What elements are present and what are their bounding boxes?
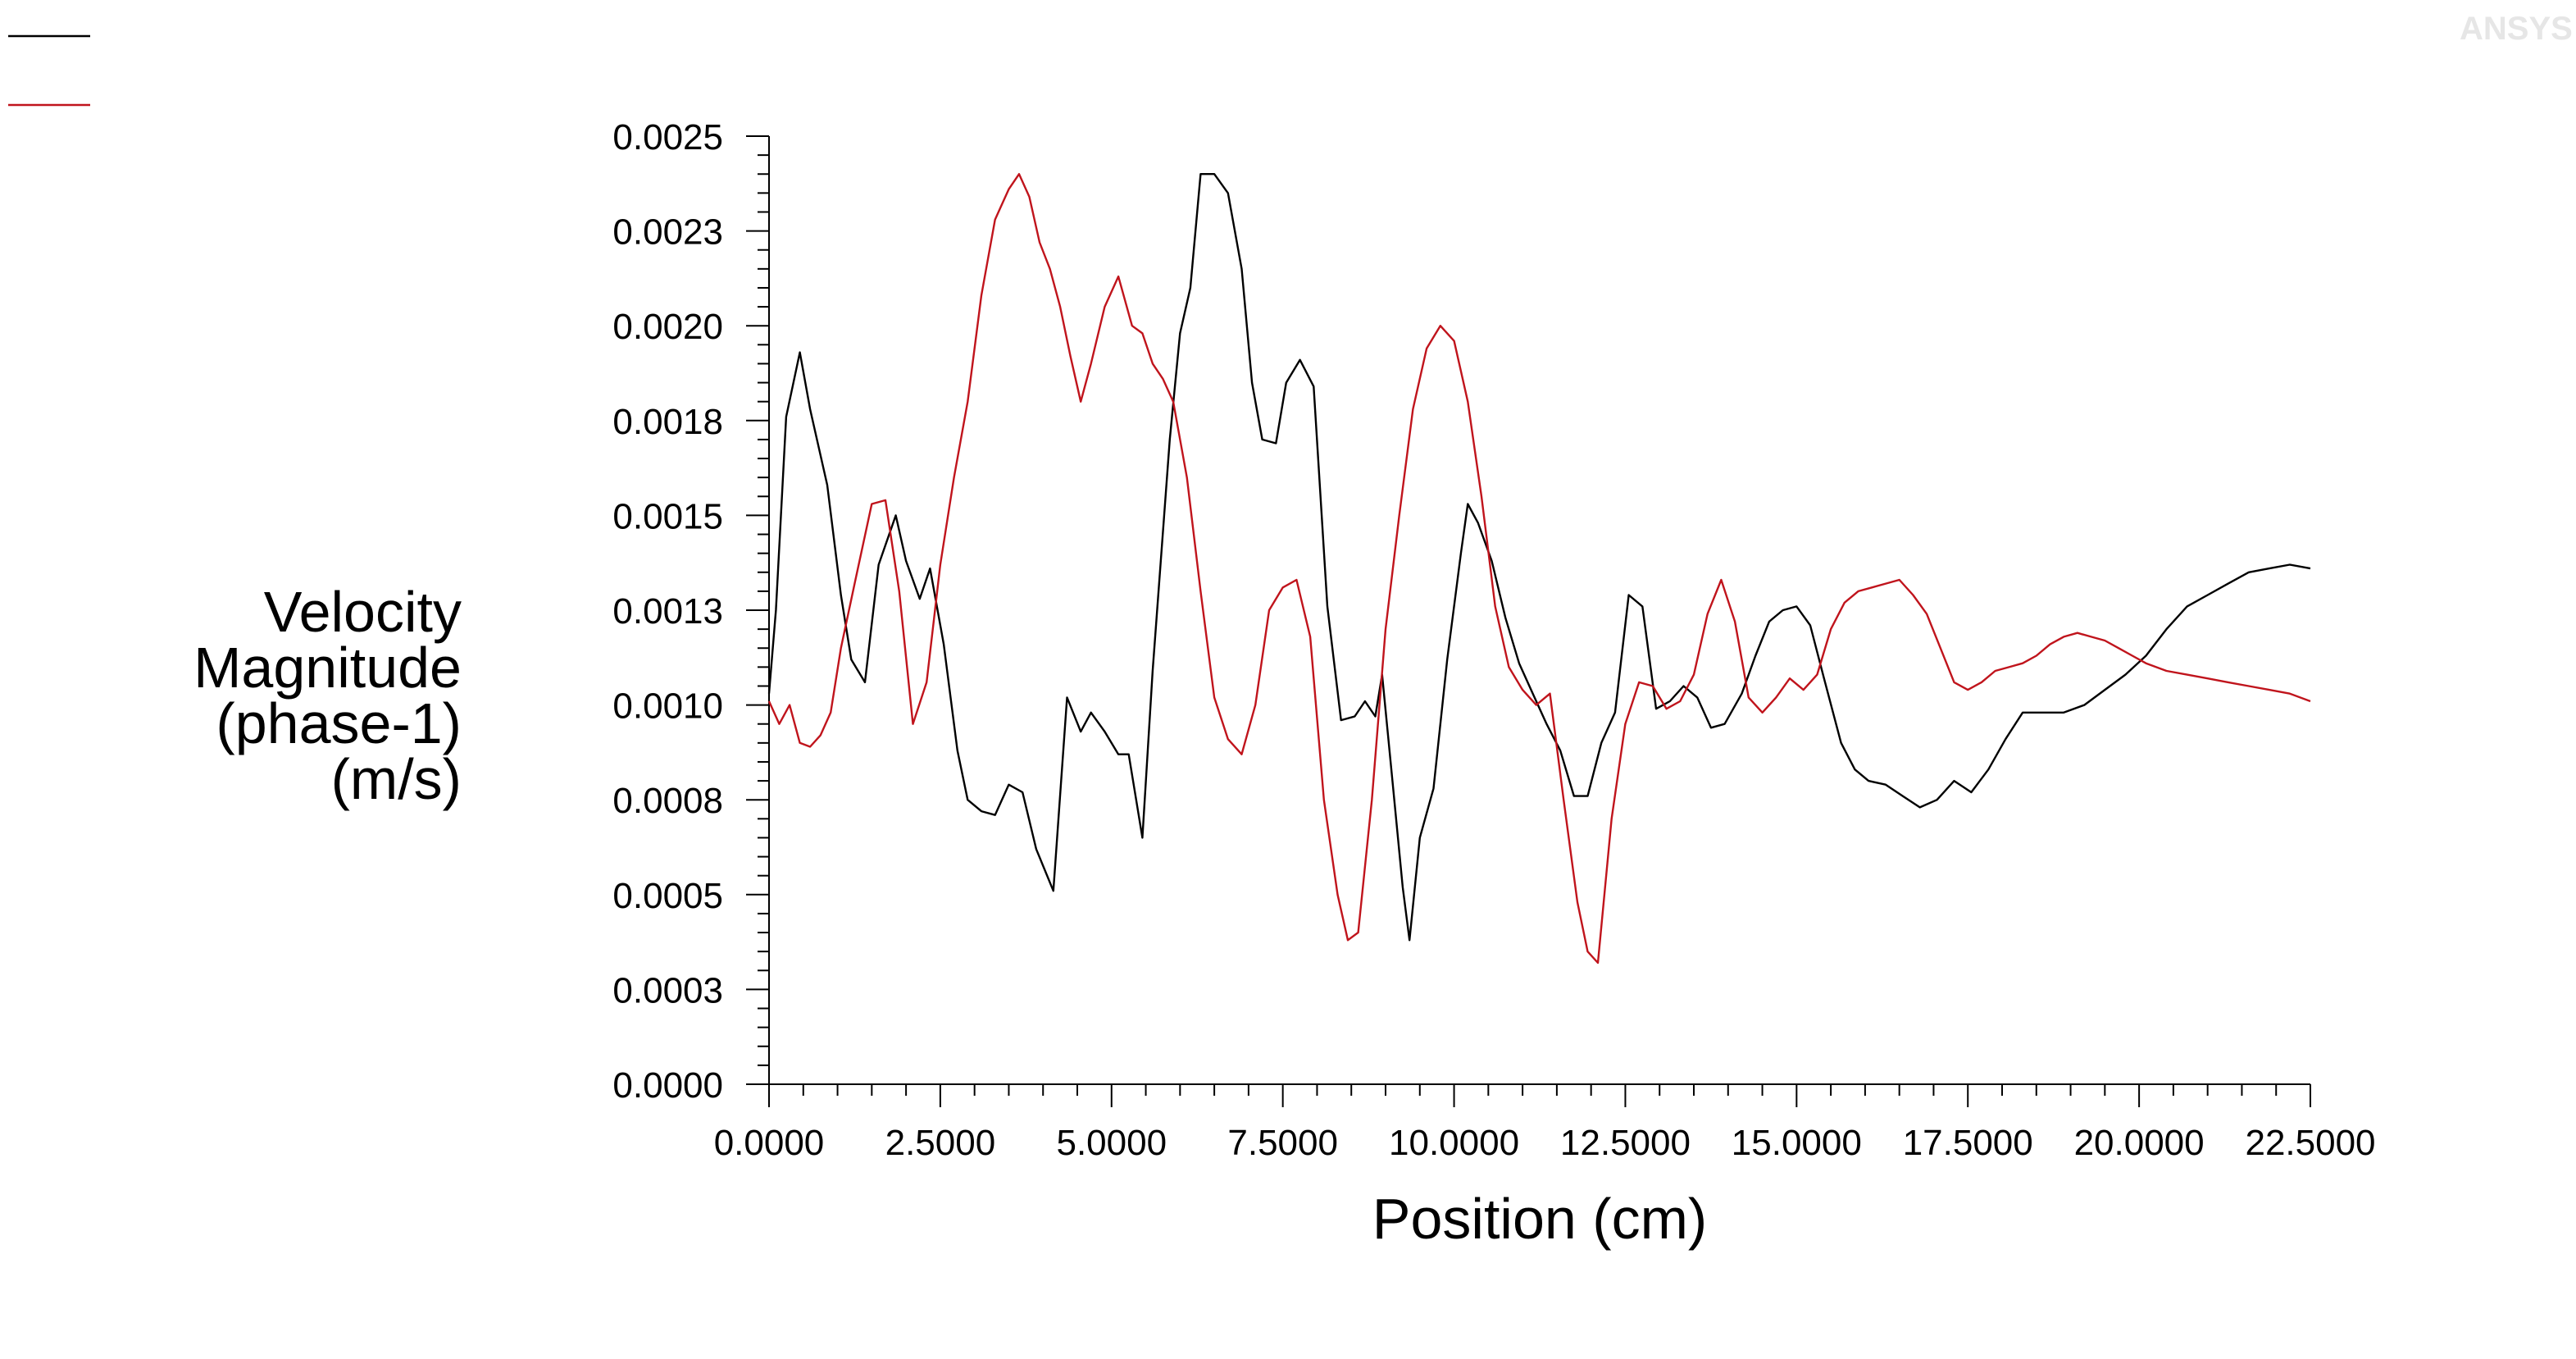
x-tick-label: 5.0000 bbox=[1056, 1123, 1167, 1163]
x-tick-label: 10.0000 bbox=[1389, 1123, 1519, 1163]
x-tick-label: 0.0000 bbox=[714, 1123, 825, 1163]
x-tick-label: 12.5000 bbox=[1560, 1123, 1691, 1163]
axes: 0.0000 0.0003 0.0005 0.0008 0.0010 0.0013 0.00… bbox=[612, 117, 2375, 1163]
legend bbox=[8, 34, 90, 107]
x-tick-label: 15.0000 bbox=[1732, 1123, 1862, 1163]
y-tick-label: 0.0013 bbox=[612, 591, 723, 632]
x-tick-label: 22.5000 bbox=[2245, 1123, 2375, 1163]
y-tick-label: 0.0005 bbox=[612, 876, 723, 916]
x-axis-title: Position (cm) bbox=[1372, 1187, 1707, 1251]
series-line-2 bbox=[767, 173, 2311, 965]
y-tick-label: 0.0003 bbox=[612, 970, 723, 1010]
series-line-1 bbox=[767, 173, 2311, 942]
y-tick-label: 0.0025 bbox=[612, 117, 723, 157]
y-tick-label: 0.0020 bbox=[612, 307, 723, 347]
y-axis-title-line: (m/s) bbox=[331, 747, 462, 811]
y-axis-title: Velocity Magnitude (phase-1) (m/s) bbox=[193, 580, 462, 811]
x-tick-label: 17.5000 bbox=[1903, 1123, 2033, 1163]
y-axis-title-line: Velocity bbox=[264, 580, 462, 644]
x-tick-label: 7.5000 bbox=[1227, 1123, 1338, 1163]
y-tick-label: 0.0000 bbox=[612, 1065, 723, 1106]
y-tick-label: 0.0008 bbox=[612, 781, 723, 821]
x-tick-label: 20.0000 bbox=[2074, 1123, 2205, 1163]
y-tick-label: 0.0023 bbox=[612, 212, 723, 253]
brand-watermark: ANSYS bbox=[2460, 11, 2573, 47]
y-tick-label: 0.0018 bbox=[612, 402, 723, 442]
y-tick-label: 0.0015 bbox=[612, 496, 723, 536]
y-axis-title-line: Magnitude bbox=[193, 636, 462, 700]
y-tick-label: 0.0010 bbox=[612, 686, 723, 727]
plot-lines bbox=[767, 173, 2311, 965]
x-tick-label: 2.5000 bbox=[885, 1123, 996, 1163]
y-axis-title-line: (phase-1) bbox=[216, 691, 462, 755]
